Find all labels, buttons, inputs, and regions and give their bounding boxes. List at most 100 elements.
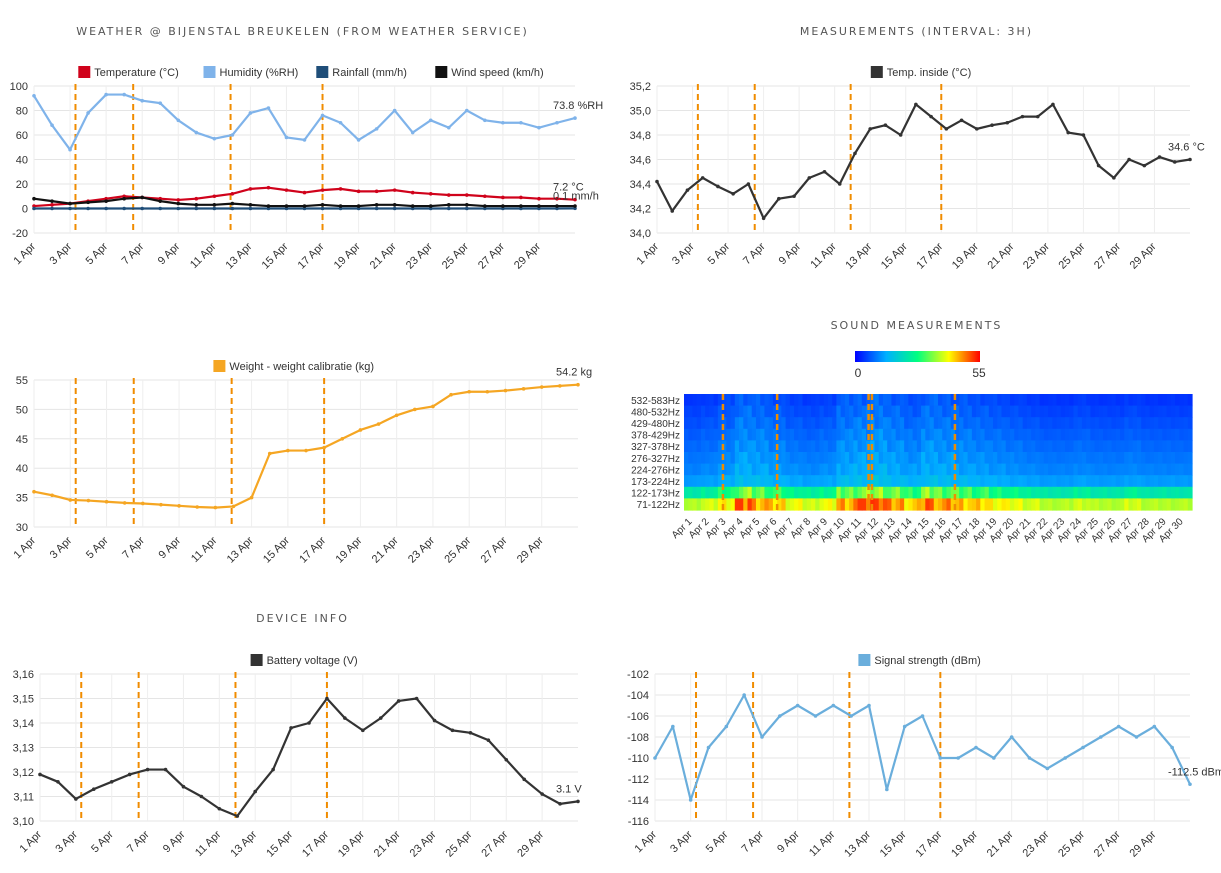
heatmap-cell bbox=[781, 417, 787, 430]
heatmap-cell bbox=[794, 428, 799, 441]
heatmap-cell bbox=[1026, 452, 1032, 465]
heatmap-cell bbox=[967, 440, 973, 453]
heatmap-cell bbox=[739, 428, 744, 441]
data-point bbox=[158, 101, 163, 105]
heatmap-cell bbox=[794, 486, 799, 499]
heatmap-cell bbox=[938, 475, 943, 488]
heatmap-cell bbox=[946, 428, 952, 441]
data-point bbox=[86, 498, 91, 503]
data-point bbox=[307, 721, 311, 725]
heatmap-cell bbox=[692, 440, 698, 453]
heatmap-cell bbox=[743, 475, 749, 488]
heatmap-cell bbox=[1128, 394, 1134, 407]
heatmap-cell bbox=[1056, 417, 1062, 430]
heatmap-cell bbox=[836, 405, 842, 418]
data-point bbox=[176, 118, 181, 123]
heatmap-cell bbox=[1175, 394, 1180, 407]
heatmap-cell bbox=[887, 440, 893, 453]
heatmap-cell bbox=[950, 440, 956, 453]
heatmap-cell bbox=[1026, 486, 1032, 499]
heatmap-cell bbox=[1145, 486, 1151, 499]
data-point bbox=[340, 437, 345, 441]
x-tick-label: 29 Apr bbox=[1127, 828, 1158, 859]
heatmap-cell bbox=[768, 394, 774, 407]
x-tick-label: 7 Apr bbox=[125, 828, 152, 855]
x-tick-label: 19 Apr bbox=[332, 240, 363, 271]
x-tick-label: 7 Apr bbox=[120, 534, 147, 561]
heatmap-cell bbox=[836, 498, 842, 511]
x-tick-label: 7 Apr bbox=[739, 828, 766, 855]
heatmap-cell bbox=[717, 394, 723, 407]
heatmap-cell bbox=[1052, 394, 1058, 407]
heatmap-cell bbox=[1179, 452, 1185, 465]
heatmap-cell bbox=[963, 394, 969, 407]
heatmap-cell bbox=[1179, 475, 1185, 488]
heatmap-cell bbox=[1009, 463, 1015, 476]
heatmap-cell bbox=[747, 428, 753, 441]
heatmap-cell bbox=[789, 428, 795, 441]
heatmap-cell bbox=[963, 452, 969, 465]
legend-swatch bbox=[435, 66, 448, 78]
heatmap-cell bbox=[1086, 405, 1091, 418]
heatmap-cell bbox=[1069, 463, 1075, 476]
data-point bbox=[992, 756, 996, 760]
data-point bbox=[374, 189, 379, 194]
heatmap-cell bbox=[794, 498, 799, 511]
x-tick-label: 23 Apr bbox=[406, 534, 437, 565]
y-tick-label: 45 bbox=[16, 434, 28, 446]
heatmap-cell bbox=[806, 498, 812, 511]
heatmap-cell bbox=[819, 498, 825, 511]
data-point bbox=[376, 422, 381, 426]
data-point bbox=[503, 388, 508, 393]
heatmap-cell bbox=[899, 417, 905, 430]
data-point bbox=[86, 111, 90, 115]
data-point bbox=[1081, 133, 1086, 137]
heatmap-cell bbox=[1132, 498, 1138, 511]
heatmap-cell bbox=[1048, 417, 1053, 430]
heatmap-cell bbox=[853, 452, 859, 465]
heatmap-cell bbox=[870, 475, 876, 488]
heatmap-cell bbox=[853, 440, 859, 453]
heatmap-cell bbox=[781, 475, 787, 488]
heatmap-cell bbox=[878, 475, 884, 488]
heatmap-cell bbox=[887, 475, 893, 488]
heatmap-cell bbox=[777, 405, 782, 418]
heatmap-cell bbox=[1107, 486, 1113, 499]
heatmap-cell bbox=[739, 405, 744, 418]
y-tick-label: 34,2 bbox=[630, 204, 651, 216]
heatmap-cell bbox=[781, 394, 787, 407]
heatmap-cell bbox=[1022, 486, 1028, 499]
heatmap-cell bbox=[857, 440, 863, 453]
heatmap-cell bbox=[1065, 428, 1070, 441]
heatmap-cell bbox=[844, 486, 850, 499]
heatmap-cell bbox=[1018, 394, 1024, 407]
heatmap-cell bbox=[815, 394, 821, 407]
data-point bbox=[122, 92, 126, 97]
heatmap-cell bbox=[827, 498, 833, 511]
heatmap-cell bbox=[730, 405, 736, 418]
data-point bbox=[558, 384, 562, 388]
heatmap-cell bbox=[811, 417, 816, 430]
heatmap-cell bbox=[1001, 417, 1007, 430]
heatmap-cell bbox=[760, 440, 766, 453]
heatmap-cell bbox=[1086, 428, 1091, 441]
heatmap-cell bbox=[1014, 405, 1020, 418]
heatmap-cell bbox=[1162, 428, 1168, 441]
heatmap-cell bbox=[1081, 498, 1087, 511]
heatmap-cell bbox=[823, 405, 829, 418]
heatmap-cell bbox=[929, 428, 935, 441]
heatmap-cell bbox=[1153, 428, 1159, 441]
heatmap-cell bbox=[1098, 498, 1104, 511]
heatmap-cell bbox=[861, 417, 867, 430]
legend-label: Temp. inside (°C) bbox=[887, 67, 971, 79]
heatmap-cell bbox=[1124, 394, 1130, 407]
heatmap-cell bbox=[1141, 394, 1147, 407]
x-tick-label: 17 Apr bbox=[300, 828, 331, 859]
data-point bbox=[104, 206, 108, 211]
heatmap-cell bbox=[760, 498, 766, 511]
heatmap-cell bbox=[789, 394, 795, 407]
series-line bbox=[33, 186, 576, 208]
heatmap-cell bbox=[853, 498, 859, 511]
data-point bbox=[158, 206, 163, 211]
heatmap-cell bbox=[1005, 452, 1011, 465]
